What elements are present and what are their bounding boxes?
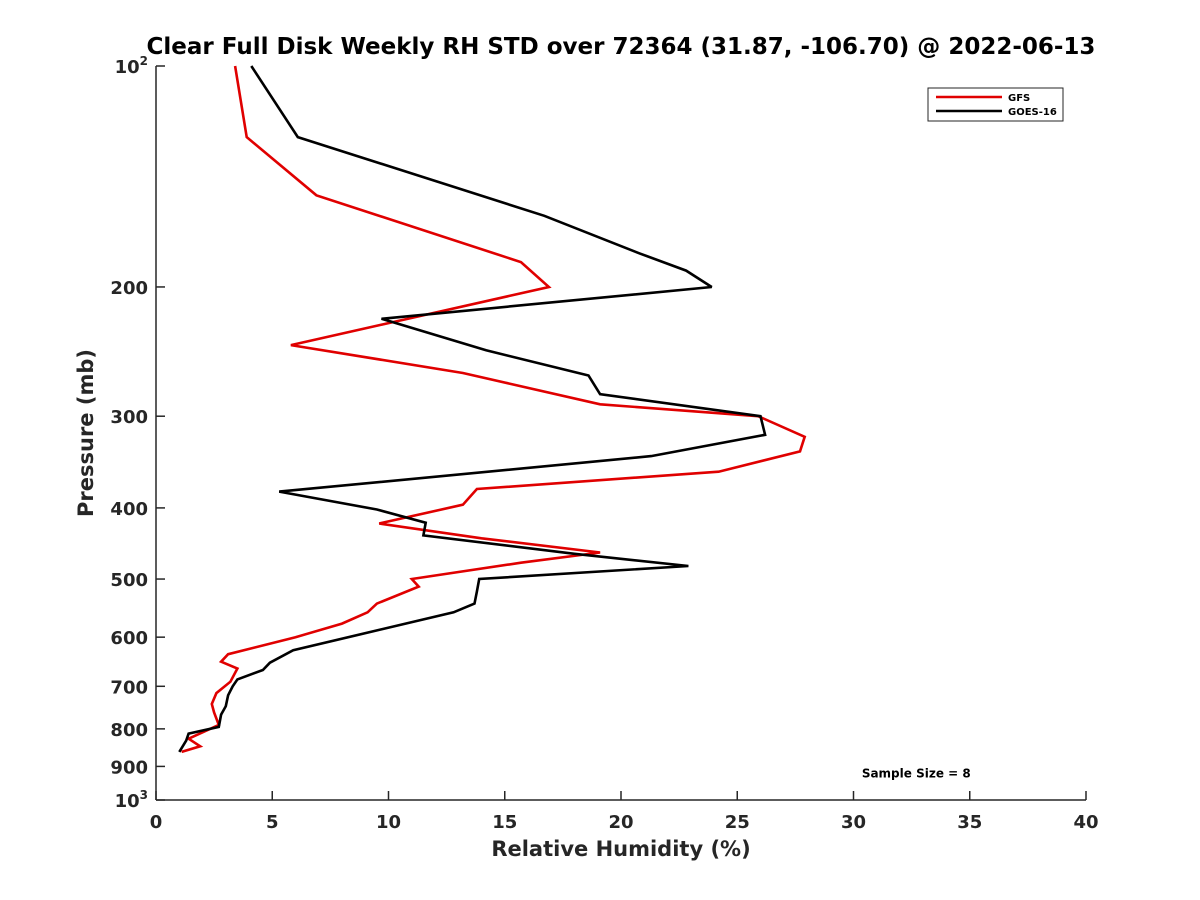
series-line-goes16	[178, 65, 767, 753]
x-tick-label: 10	[376, 812, 401, 833]
y-tick-label: 900	[110, 757, 148, 778]
y-tick-label: 103	[115, 788, 148, 812]
y-tick-label: 700	[110, 677, 148, 698]
series-line-gfs	[181, 65, 807, 754]
x-tick-label: 40	[1073, 812, 1098, 833]
y-tick-label: 600	[110, 628, 148, 649]
y-tick-label: 200	[110, 278, 148, 299]
x-tick-label: 35	[957, 812, 982, 833]
sample-size-annotation: Sample Size = 8	[862, 766, 971, 780]
legend-label-goes16: GOES-16	[1008, 107, 1057, 118]
y-tick-label: 102	[115, 54, 148, 78]
chart-title: Clear Full Disk Weekly RH STD over 72364…	[147, 34, 1096, 60]
x-axis-label: Relative Humidity (%)	[491, 837, 750, 861]
plot-area	[155, 66, 1086, 801]
x-tick-label: 20	[608, 812, 633, 833]
y-tick-label: 500	[110, 570, 148, 591]
x-tick-label: 15	[492, 812, 517, 833]
y-axis-ticks: 102 200 300 400 500 600 700 800 900 103	[110, 54, 165, 812]
y-axis-label: Pressure (mb)	[74, 349, 98, 517]
x-tick-label: 5	[266, 812, 279, 833]
y-tick-label: 300	[110, 407, 148, 428]
legend-label-gfs: GFS	[1008, 93, 1030, 104]
legend-box	[927, 87, 1064, 122]
annotations: Sample Size = 8	[862, 766, 971, 780]
x-tick-label: 25	[725, 812, 750, 833]
x-tick-label: 30	[841, 812, 866, 833]
x-axis-ticks: 0 5 10 15 20 25 30 35 40	[150, 791, 1099, 833]
y-tick-label: 400	[110, 499, 148, 520]
x-tick-label: 0	[150, 812, 163, 833]
y-tick-label: 800	[110, 720, 148, 741]
series-lines	[178, 65, 807, 754]
legend: GFS GOES-16	[927, 87, 1064, 122]
